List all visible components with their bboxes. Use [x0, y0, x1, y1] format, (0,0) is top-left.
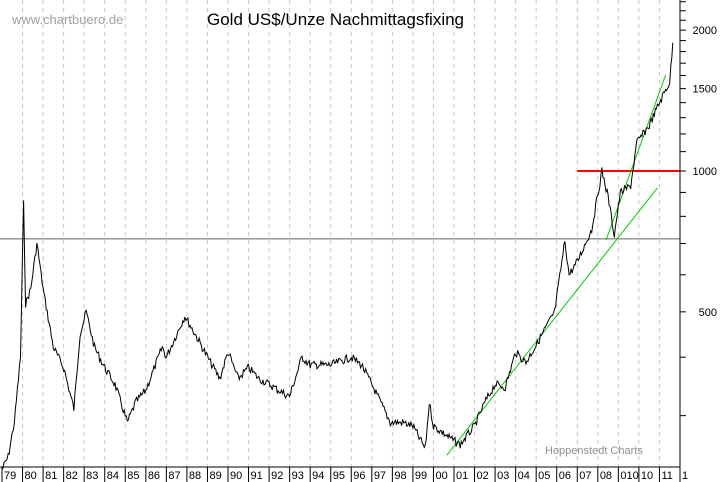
x-tick-label: 87	[168, 470, 180, 482]
year-gridlines	[22, 0, 681, 467]
x-tick-label: 83	[86, 470, 98, 482]
x-tick-label: 1	[682, 470, 688, 482]
x-tick-label: 01	[456, 470, 468, 482]
x-tick-label: 91	[251, 470, 263, 482]
x-tick-label: 04	[518, 470, 530, 482]
x-tick-label: 93	[292, 470, 304, 482]
x-tick-label: 84	[107, 470, 119, 482]
annotations	[0, 74, 680, 456]
y-tick-label: 2000	[693, 25, 717, 37]
y-tick-label: 500	[699, 307, 717, 319]
x-tick-label: 95	[333, 470, 345, 482]
x-tick-label: 97	[374, 470, 386, 482]
x-tick-label: 92	[271, 470, 283, 482]
x-tick-label: 85	[127, 470, 139, 482]
x-tick-label: 02	[477, 470, 489, 482]
y-tick-label: 1500	[693, 84, 717, 96]
x-tick-label: 86	[148, 470, 160, 482]
x-tick-label: 99	[415, 470, 427, 482]
x-tick-label: 08	[600, 470, 612, 482]
x-tick-label: 07	[579, 470, 591, 482]
x-tick-label: 11	[661, 470, 672, 482]
x-tick-label: 89	[209, 470, 221, 482]
source-label: Hoppenstedt Charts	[545, 445, 643, 457]
chart-title: Gold US$/Unze Nachmittagsfixing	[207, 10, 465, 29]
x-tick-label: 96	[353, 470, 365, 482]
x-tick-label: 81	[45, 470, 57, 482]
watermark: www.chartbuero.de	[12, 12, 124, 27]
y-tick-label: 1000	[693, 166, 717, 178]
x-tick-label: 88	[189, 470, 201, 482]
x-tick-label: 98	[394, 470, 406, 482]
x-tick-label: 03	[497, 470, 509, 482]
series-gold-price	[1, 42, 674, 470]
x-tick-label: 05	[538, 470, 550, 482]
x-tick-label: 94	[312, 470, 324, 482]
x-tick-label: 82	[66, 470, 78, 482]
x-tick-label: 10	[641, 470, 653, 482]
x-tick-label: 79	[4, 470, 16, 482]
x-tick-label: 06	[559, 470, 571, 482]
x-tick-label: 010	[620, 470, 638, 482]
x-tick-label: 80	[25, 470, 37, 482]
trend-line-green	[446, 187, 658, 456]
x-tick-label: 90	[230, 470, 242, 482]
x-tick-label: 00	[435, 470, 447, 482]
trend-line-green	[605, 74, 667, 241]
